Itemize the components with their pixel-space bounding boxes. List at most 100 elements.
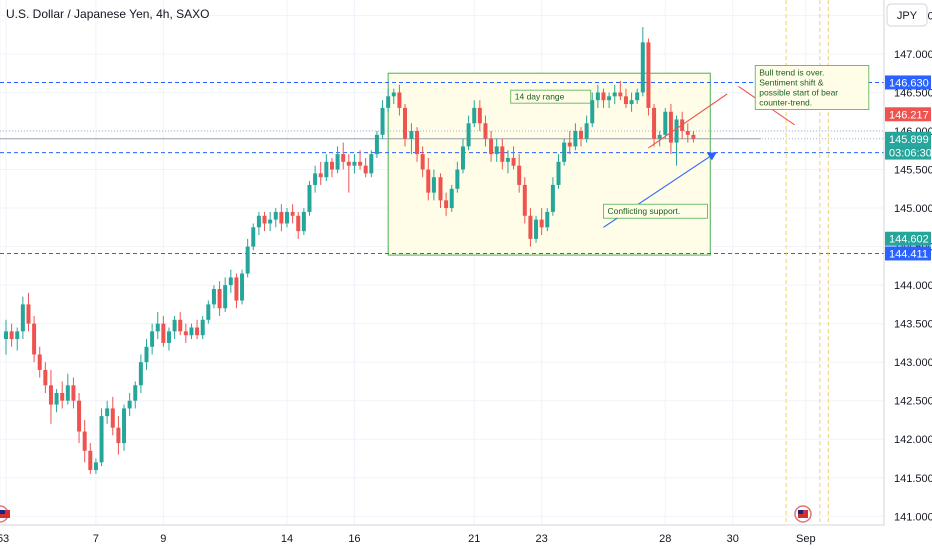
candle-body-2 [15,331,20,340]
candle-body-44 [251,227,256,247]
candle-body-1 [9,331,14,340]
candle-body-51 [290,211,295,216]
price-label-bg-2 [885,131,931,146]
y-tick-label-5: 145.000 [894,203,932,215]
candle-body-64 [363,165,368,174]
candle-body-9 [54,393,59,405]
candle-body-114 [646,42,651,108]
candle-body-56 [318,173,323,178]
price-label-bg-5 [885,246,931,261]
candle-body-20 [116,427,121,444]
price-label-0: 146.630 [889,77,929,89]
y-tick-label-8: 143.500 [894,319,932,331]
candle-body-35 [200,319,205,336]
candle-body-55 [313,173,318,185]
candle-body-94 [534,219,539,239]
candle-body-16 [93,462,98,471]
y-tick-label-10: 142.500 [894,396,932,408]
candle-body-89 [505,157,510,162]
price-label-1: 146.217 [889,109,929,121]
candle-body-80 [455,169,460,189]
candle-body-15 [88,450,93,471]
candle-body-29 [166,331,171,343]
candle-body-23 [133,385,138,401]
candle-body-46 [262,215,267,224]
candle-body-62 [352,161,357,166]
candle-body-93 [528,215,533,239]
candle-body-8 [48,385,53,405]
candle-body-74 [420,154,425,170]
candle-body-85 [483,123,488,139]
candle-body-103 [584,123,589,139]
price-label-bg-4 [885,231,931,246]
candle-body-63 [358,161,363,166]
candle-body-118 [668,111,673,143]
candle-body-47 [268,219,273,224]
candle-body-91 [517,165,522,185]
candle-body-110 [623,96,628,105]
candle-body-83 [472,107,477,124]
candle-body-78 [444,200,449,209]
candle-body-24 [138,362,143,386]
candle-body-30 [172,319,177,332]
candle-body-86 [489,138,494,155]
candle-body-3 [20,304,25,332]
candle-body-106 [601,92,606,101]
candle-body-11 [65,385,70,401]
x-tick-label-6: 23 [536,533,548,545]
candle-body-95 [539,219,544,228]
candle-body-58 [329,161,334,170]
candle-body-31 [178,319,183,332]
candle-body-7 [43,369,48,386]
annotation-bg-0 [754,65,870,110]
price-label-4: 144.602 [889,234,929,246]
candle-body-37 [211,288,216,305]
candle-body-101 [573,131,578,147]
x-tick-label-9: Sep [796,533,816,545]
candle-body-119 [674,119,679,143]
candle-body-13 [77,400,82,432]
candle-body-69 [391,92,396,97]
candle-body-88 [500,146,505,162]
candle-body-59 [335,154,340,170]
candle-body-92 [522,184,527,216]
candle-body-97 [550,184,555,212]
range-box-label-bg [510,89,592,104]
candle-body-4 [26,304,31,324]
candle-body-18 [105,408,110,417]
candle-body-90 [511,157,516,166]
x-tick-label-4: 16 [348,533,360,545]
candle-body-115 [652,107,657,139]
candle-body-53 [301,211,306,232]
candle-body-72 [409,131,414,139]
candle-body-79 [449,188,454,209]
candle-body-38 [217,288,222,309]
candle-body-113 [640,42,645,93]
candle-body-57 [324,161,329,178]
candle-body-73 [415,131,420,155]
price-label-bg-0 [885,75,931,90]
event-flag-canton-1 [0,510,5,514]
price-label-5: 144.411 [889,248,928,260]
candle-body-39 [223,285,228,309]
currency-label: JPY [897,10,918,22]
x-tick-label-7: 28 [659,533,671,545]
candle-body-121 [685,131,690,135]
trend-line-0 [648,93,728,149]
candle-body-82 [466,123,471,147]
candle-body-84 [477,107,482,124]
candle-body-112 [635,92,640,101]
event-flag-canton-0 [797,510,803,514]
candle-body-65 [369,154,374,174]
x-tick-label-2: 9 [160,533,166,545]
candle-body-52 [296,215,301,232]
candle-body-96 [545,211,550,228]
x-tick-label-5: 21 [468,533,480,545]
candle-body-77 [438,177,443,201]
candle-body-117 [663,111,668,135]
candle-body-41 [234,277,239,301]
candle-body-17 [99,416,104,463]
candle-body-34 [195,327,200,336]
